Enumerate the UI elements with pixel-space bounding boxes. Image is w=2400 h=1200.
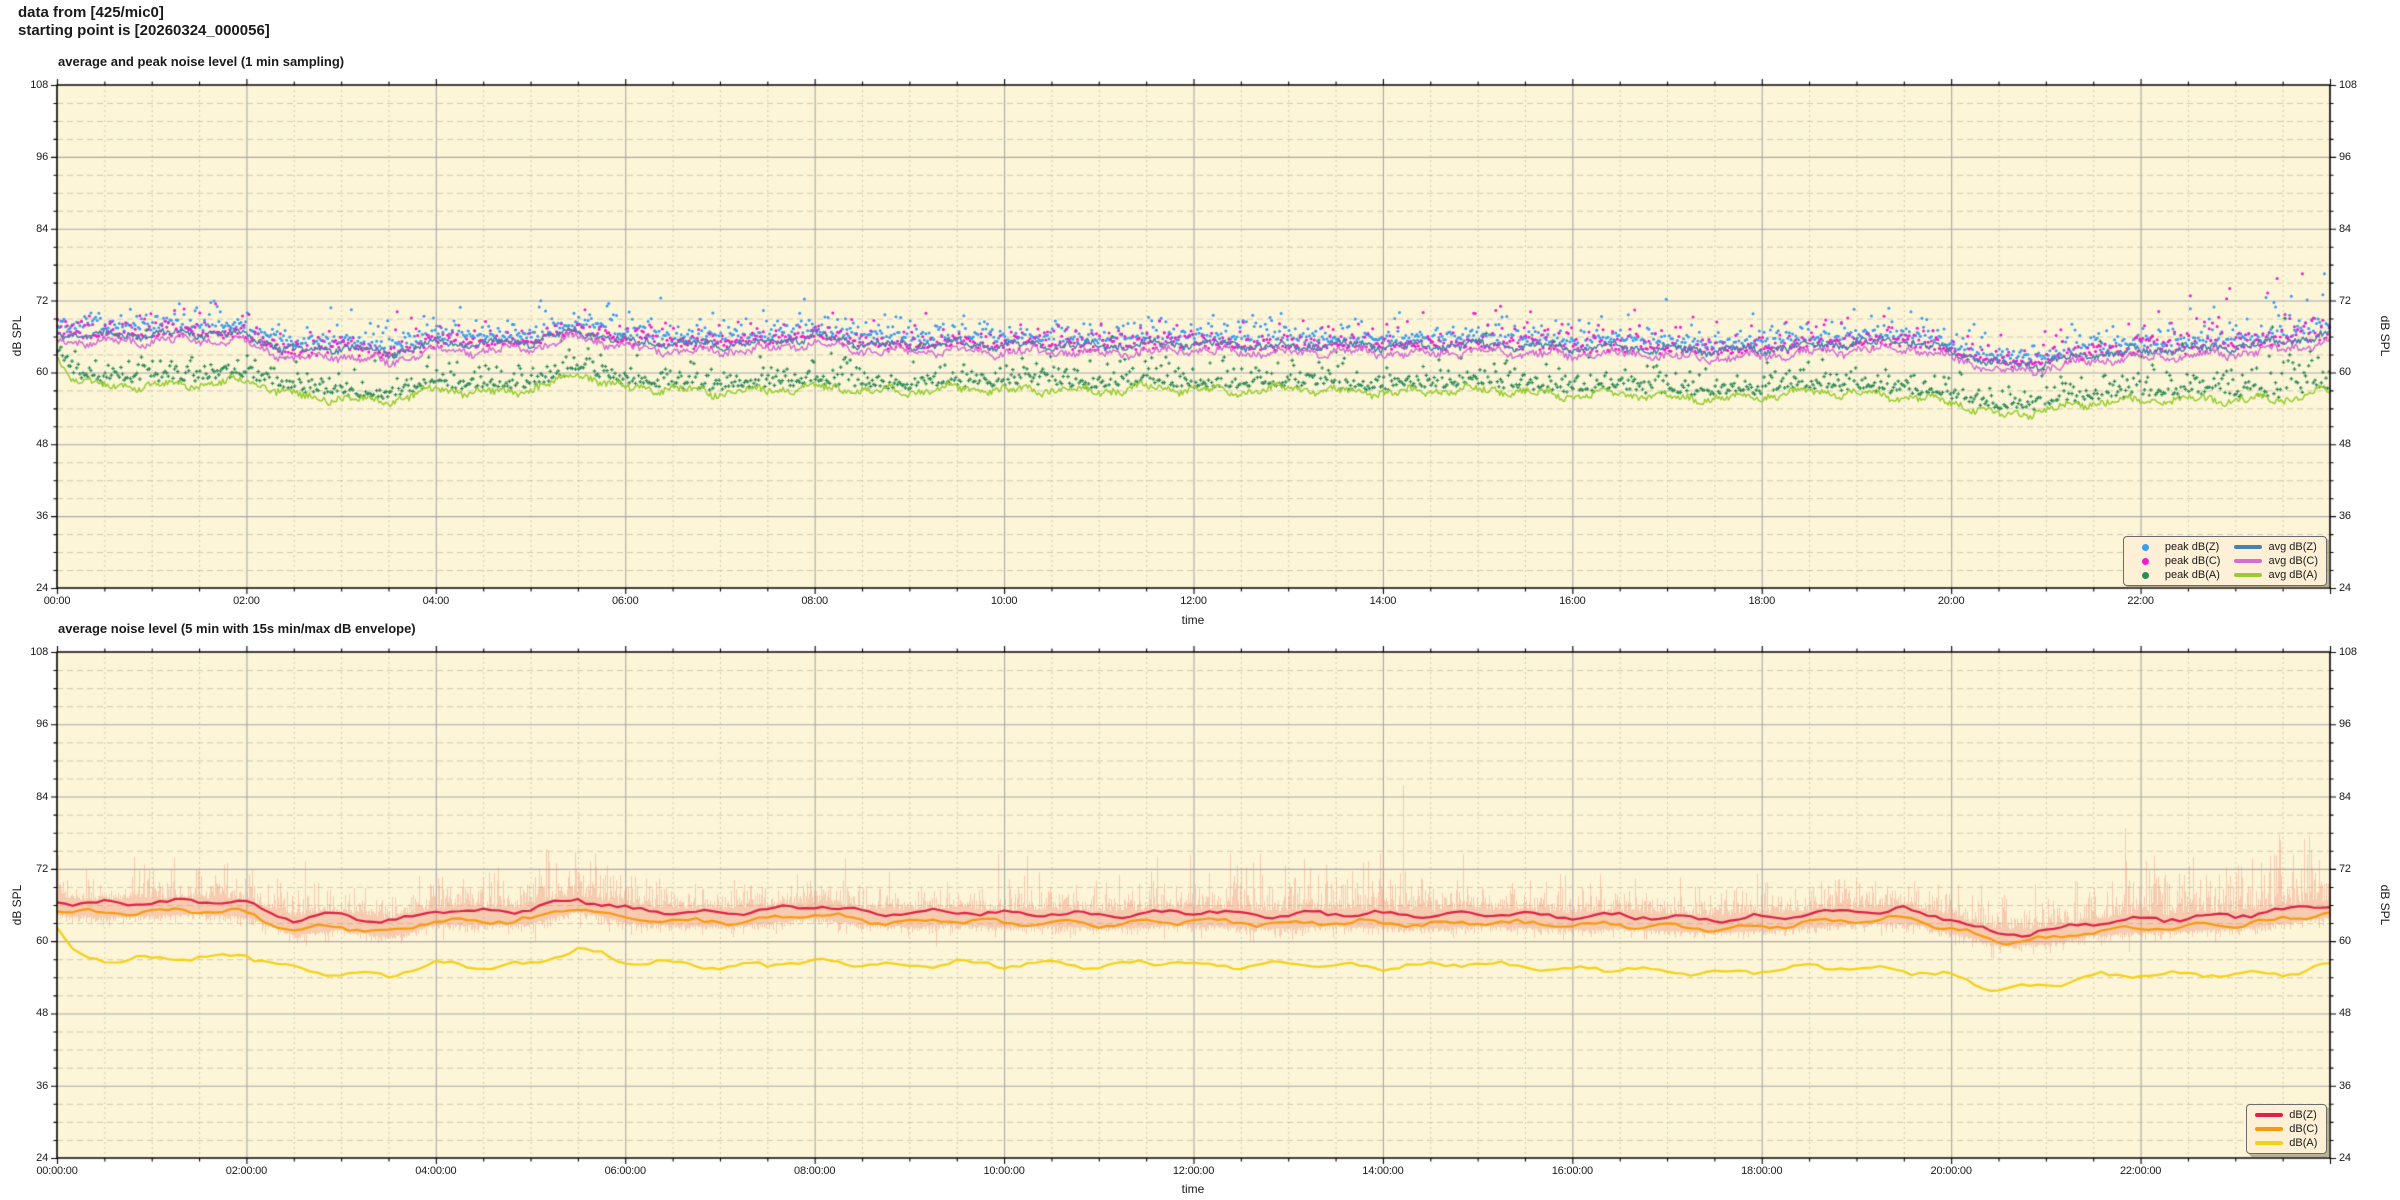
- legend-label: avg dB(Z): [2268, 541, 2317, 553]
- chart2-y-axis-label-right: dB SPL: [2378, 884, 2392, 926]
- chart1-y-axis-label-left: dB SPL: [10, 315, 24, 357]
- chart1-x-axis-label: time: [1181, 613, 1205, 627]
- peak-dbz-marker-icon: [2141, 543, 2149, 551]
- chart1-title: average and peak noise level (1 min samp…: [58, 54, 345, 69]
- legend-item-dba: dB(A): [2255, 1136, 2318, 1150]
- chart1-legend: peak dB(Z) peak dB(C) peak dB(A) avg dB(…: [2122, 536, 2327, 586]
- chart1-y-axis-label-right: dB SPL: [2378, 315, 2392, 357]
- avg-dbz-line-icon: [2234, 545, 2263, 549]
- header-line-source: data from [425/mic0]: [18, 4, 164, 21]
- peak-dba-marker-icon: [2141, 571, 2149, 579]
- legend-label: peak dB(Z): [2164, 541, 2220, 553]
- avg-dbc-line-icon: [2234, 559, 2263, 563]
- legend-label: dB(A): [2289, 1137, 2318, 1149]
- legend-item-avg-dbc: avg dB(C): [2234, 554, 2318, 568]
- legend-item-avg-dba: avg dB(A): [2234, 568, 2318, 582]
- legend-item-peak-dbc: peak dB(C): [2132, 554, 2221, 568]
- legend-label: avg dB(A): [2268, 569, 2318, 581]
- legend-label: peak dB(A): [2164, 569, 2220, 581]
- legend-item-avg-dbz: avg dB(Z): [2234, 540, 2318, 554]
- dbc-line-icon: [2255, 1127, 2284, 1131]
- legend-label: peak dB(C): [2164, 555, 2221, 567]
- peak-dbc-marker-icon: [2141, 557, 2149, 565]
- avg-dba-line-icon: [2234, 573, 2263, 577]
- dbz-line-icon: [2255, 1113, 2284, 1117]
- chart2-y-axis-label-left: dB SPL: [10, 884, 24, 926]
- legend-label: dB(Z): [2289, 1109, 2317, 1121]
- legend-item-dbz: dB(Z): [2255, 1108, 2318, 1122]
- chart2-legend: dB(Z) dB(C) dB(A): [2246, 1104, 2327, 1154]
- dba-line-icon: [2255, 1141, 2284, 1145]
- header-line-start: starting point is [20260324_000056]: [18, 22, 270, 39]
- chart2-title: average noise level (5 min with 15s min/…: [58, 621, 416, 636]
- legend-label: avg dB(C): [2268, 555, 2318, 567]
- legend-item-dbc: dB(C): [2255, 1122, 2318, 1136]
- legend-label: dB(C): [2289, 1123, 2318, 1135]
- legend-item-peak-dba: peak dB(A): [2132, 568, 2221, 582]
- legend-item-peak-dbz: peak dB(Z): [2132, 540, 2221, 554]
- chart2-x-axis-label: time: [1181, 1182, 1205, 1196]
